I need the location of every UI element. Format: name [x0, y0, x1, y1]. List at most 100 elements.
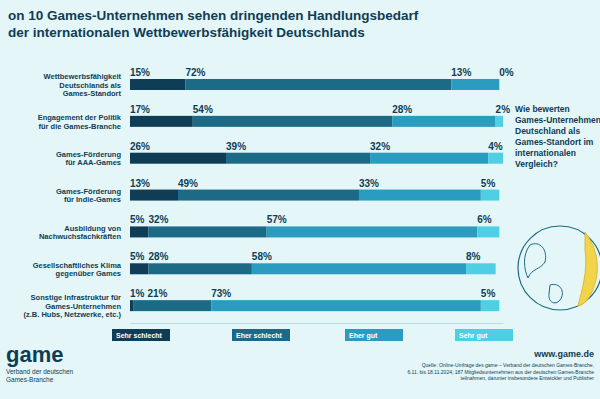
annotation: Wie bewertenGames-UnternehmenDeutschland…	[515, 104, 600, 169]
text-line: für AAA-Games	[65, 158, 121, 167]
data-label: 1%	[130, 288, 145, 299]
data-label: 58%	[252, 251, 272, 262]
text-line: Quelle: Online-Umfrage des game – Verban…	[422, 362, 594, 368]
bar-segment	[451, 79, 499, 90]
text-line: internationalen	[515, 148, 576, 158]
title: on 10 Games-Unternehmen sehen dringenden…	[8, 8, 419, 40]
data-label: 21%	[147, 288, 167, 299]
data-label: 6%	[477, 214, 492, 225]
text-line: der internationalen Wettbewerbsfähigkeit…	[8, 25, 365, 40]
text-line: teilnahmen, darunter insbesondere Entwic…	[461, 375, 595, 381]
data-label: 57%	[267, 214, 287, 225]
bar-segment	[185, 79, 451, 90]
legend: Sehr schlecht Eher schlecht Eher gut Sehr g…	[112, 329, 513, 341]
bar-segment	[130, 300, 134, 311]
data-label: 0%	[499, 67, 514, 78]
data-label: 15%	[130, 67, 150, 78]
text-line: Deutschland als	[515, 126, 580, 136]
data-label: 73%	[211, 288, 231, 299]
category-labels: WettbewerbsfähigkeitDeutschlands alsGame…	[23, 72, 121, 319]
bar-segment	[211, 300, 481, 311]
bar-segment	[130, 153, 226, 164]
chart: on 10 Games-Unternehmen sehen dringenden…	[0, 0, 600, 399]
bar-segment	[359, 190, 481, 201]
bar-segment	[496, 116, 503, 127]
globe-outline	[518, 226, 600, 310]
data-label: 32%	[148, 214, 168, 225]
text-line: 6.11. bis 18.11.2024; 187 Mitgliedsunter…	[407, 369, 594, 375]
logo-text: Verband der deutschenGames-Branche	[6, 368, 74, 383]
bar-segment	[481, 300, 499, 311]
bar-segment	[466, 263, 496, 274]
bar-segment	[481, 190, 499, 201]
legend-label: Eher gut	[349, 332, 378, 340]
text-line: Games-Unternehmen	[515, 115, 600, 125]
legend-swatch	[455, 329, 513, 341]
data-label: 39%	[226, 141, 246, 152]
text-line: Verband der deutschen	[6, 368, 74, 375]
data-label: 28%	[392, 104, 412, 115]
data-label: 5%	[130, 214, 145, 225]
bar-segment	[477, 226, 499, 237]
legend-swatch	[345, 329, 403, 341]
text-line: Wie bewerten	[515, 104, 570, 114]
category-label: Ausbildung vonNachwuchsfachkräften	[39, 224, 122, 242]
data-labels: 15%72%13%0%17%54%28%2%26%39%32%4%13%49%3…	[130, 67, 514, 299]
text-line: für Indie-Games	[64, 195, 121, 204]
text-line: gegenüber Games	[56, 269, 121, 278]
category-label: WettbewerbsfähigkeitDeutschlands alsGame…	[44, 72, 122, 98]
legend-label: Sehr schlecht	[116, 332, 163, 339]
background	[0, 0, 600, 399]
category-label: Gesellschaftliches Klimagegenüber Games	[33, 261, 122, 279]
bar-segment	[488, 153, 503, 164]
data-label: 2%	[496, 104, 511, 115]
data-label: 54%	[193, 104, 213, 115]
bar-segment	[370, 153, 488, 164]
data-label: 13%	[451, 67, 471, 78]
data-label: 5%	[481, 178, 496, 189]
globe-icon	[518, 226, 600, 310]
data-label: 8%	[466, 251, 481, 262]
data-label: 26%	[130, 141, 150, 152]
bar-segment	[392, 116, 495, 127]
legend-swatch	[232, 329, 290, 341]
bar-segment	[148, 263, 251, 274]
legend-swatch	[112, 329, 170, 341]
data-label: 72%	[185, 67, 205, 78]
text-line: Vergleich?	[515, 159, 558, 169]
bar-segment	[178, 190, 359, 201]
data-label: 28%	[148, 251, 168, 262]
text-line: für die Games-Branche	[38, 122, 121, 131]
data-label: 5%	[130, 251, 145, 262]
globe-land	[549, 284, 562, 302]
legend-label: Eher schlecht	[236, 332, 283, 339]
bars	[130, 79, 503, 311]
data-label: 5%	[481, 288, 496, 299]
bar-segment	[499, 79, 500, 90]
text-line: Games-Standort im	[515, 137, 594, 147]
globe-land	[525, 244, 546, 278]
data-label: 13%	[130, 178, 150, 189]
legend-label: Sehr gut	[459, 332, 488, 340]
bar-segment	[134, 300, 212, 311]
category-label: Games-Förderungfür AAA-Games	[56, 150, 121, 168]
bar-segment	[130, 226, 148, 237]
text-line: Games-Branche	[6, 376, 54, 383]
x-axis	[131, 323, 504, 324]
bar-segment	[130, 190, 178, 201]
url: www.game.de	[533, 349, 594, 359]
category-label: Games-Förderungfür Indie-Games	[56, 187, 121, 205]
data-label: 17%	[130, 104, 150, 115]
data-label: 49%	[178, 178, 198, 189]
source: Quelle: Online-Umfrage des game – Verban…	[407, 362, 594, 381]
bar-segment	[130, 263, 148, 274]
text-line: (z.B. Hubs, Netzwerke, etc.)	[23, 310, 121, 319]
bar-segment	[193, 116, 392, 127]
axis-line	[131, 323, 504, 324]
bar-segment	[252, 263, 466, 274]
bar-segment	[267, 226, 478, 237]
data-label: 32%	[370, 141, 390, 152]
text-line: on 10 Games-Unternehmen sehen dringenden…	[8, 8, 419, 23]
data-label: 33%	[359, 178, 379, 189]
bar-segment	[226, 153, 370, 164]
